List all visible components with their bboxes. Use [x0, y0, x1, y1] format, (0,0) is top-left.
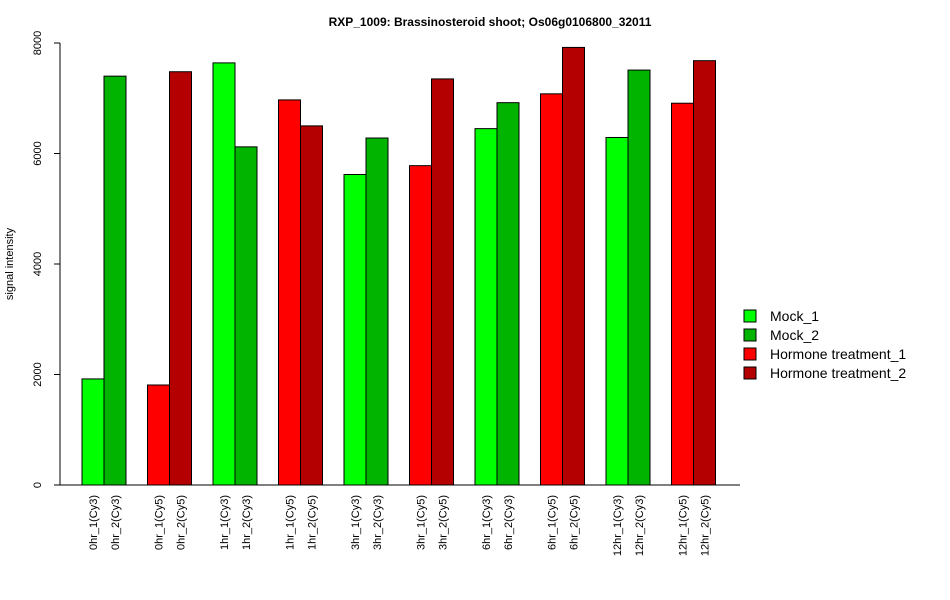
legend-label: Mock_2 — [770, 327, 819, 343]
x-tick-label: 1hr_1(Cy3) — [219, 495, 231, 550]
legend-label: Hormone treatment_2 — [770, 365, 906, 381]
bar — [431, 78, 454, 486]
y-tick-label: 2000 — [32, 362, 44, 386]
x-tick-label: 6hr_2(Cy3) — [503, 495, 515, 550]
x-tick-label: 12hr_1(Cy3) — [612, 495, 624, 556]
bar — [693, 60, 716, 486]
x-tick-label: 12hr_2(Cy3) — [634, 495, 646, 556]
x-tick-label: 12hr_2(Cy5) — [700, 495, 712, 556]
bars — [81, 46, 716, 486]
bar — [234, 146, 258, 486]
bar — [343, 173, 367, 486]
x-tick-label: 0hr_2(Cy5) — [176, 495, 188, 550]
legend-label: Mock_1 — [770, 308, 819, 324]
legend-swatch — [743, 347, 757, 361]
chart-title: RXP_1009: Brassinosteroid shoot; Os06g01… — [329, 15, 652, 29]
bar — [169, 71, 192, 486]
bar — [474, 128, 498, 486]
x-tick-label: 6hr_2(Cy5) — [569, 495, 581, 550]
y-tick-label: 8000 — [32, 31, 44, 55]
bar — [671, 102, 694, 486]
y-tick-label: 6000 — [32, 141, 44, 165]
x-tick-label: 0hr_2(Cy3) — [110, 495, 122, 550]
x-tick-label: 0hr_1(Cy3) — [88, 495, 100, 550]
x-tick-label: 3hr_1(Cy5) — [416, 495, 428, 550]
x-tick-label: 3hr_2(Cy5) — [438, 495, 450, 550]
bar — [147, 384, 170, 486]
x-tick-label: 6hr_1(Cy5) — [547, 495, 559, 550]
bar — [103, 75, 127, 486]
bar — [605, 136, 629, 486]
legend-swatch — [743, 309, 757, 323]
bar — [278, 99, 301, 486]
x-tick-label: 3hr_1(Cy3) — [350, 495, 362, 550]
bar — [627, 69, 651, 486]
y-tick-label: 4000 — [32, 252, 44, 276]
y-axis-label: signal intensity — [4, 227, 16, 300]
x-tick-label: 6hr_1(Cy3) — [481, 495, 493, 550]
bar — [540, 93, 563, 486]
x-tick-label: 3hr_2(Cy3) — [372, 495, 384, 550]
x-tick-label: 1hr_1(Cy5) — [285, 495, 297, 550]
x-tick-label: 12hr_1(Cy5) — [678, 495, 690, 556]
legend-swatch — [743, 366, 757, 380]
bar — [562, 46, 585, 486]
y-axis: 0 2000 4000 6000 8000 — [32, 31, 61, 488]
bar — [300, 125, 323, 486]
x-tick-label: 0hr_1(Cy5) — [154, 495, 166, 550]
legend-swatch — [743, 328, 757, 342]
x-tick-label: 1hr_2(Cy5) — [307, 495, 319, 550]
x-tick-labels: 0hr_1(Cy3) 0hr_2(Cy3) 0hr_1(Cy5) 0hr_2(Cy5)… — [88, 495, 712, 556]
y-tick-label: 0 — [32, 482, 44, 488]
legend: Mock_1 Mock_2 Hormone treatment_1 Hormone t… — [743, 308, 906, 381]
x-tick-label: 1hr_2(Cy3) — [241, 495, 253, 550]
bar — [81, 378, 105, 486]
bar — [365, 137, 389, 486]
bar — [409, 165, 432, 486]
legend-label: Hormone treatment_1 — [770, 346, 906, 362]
bar — [496, 102, 520, 486]
bar — [212, 62, 236, 486]
